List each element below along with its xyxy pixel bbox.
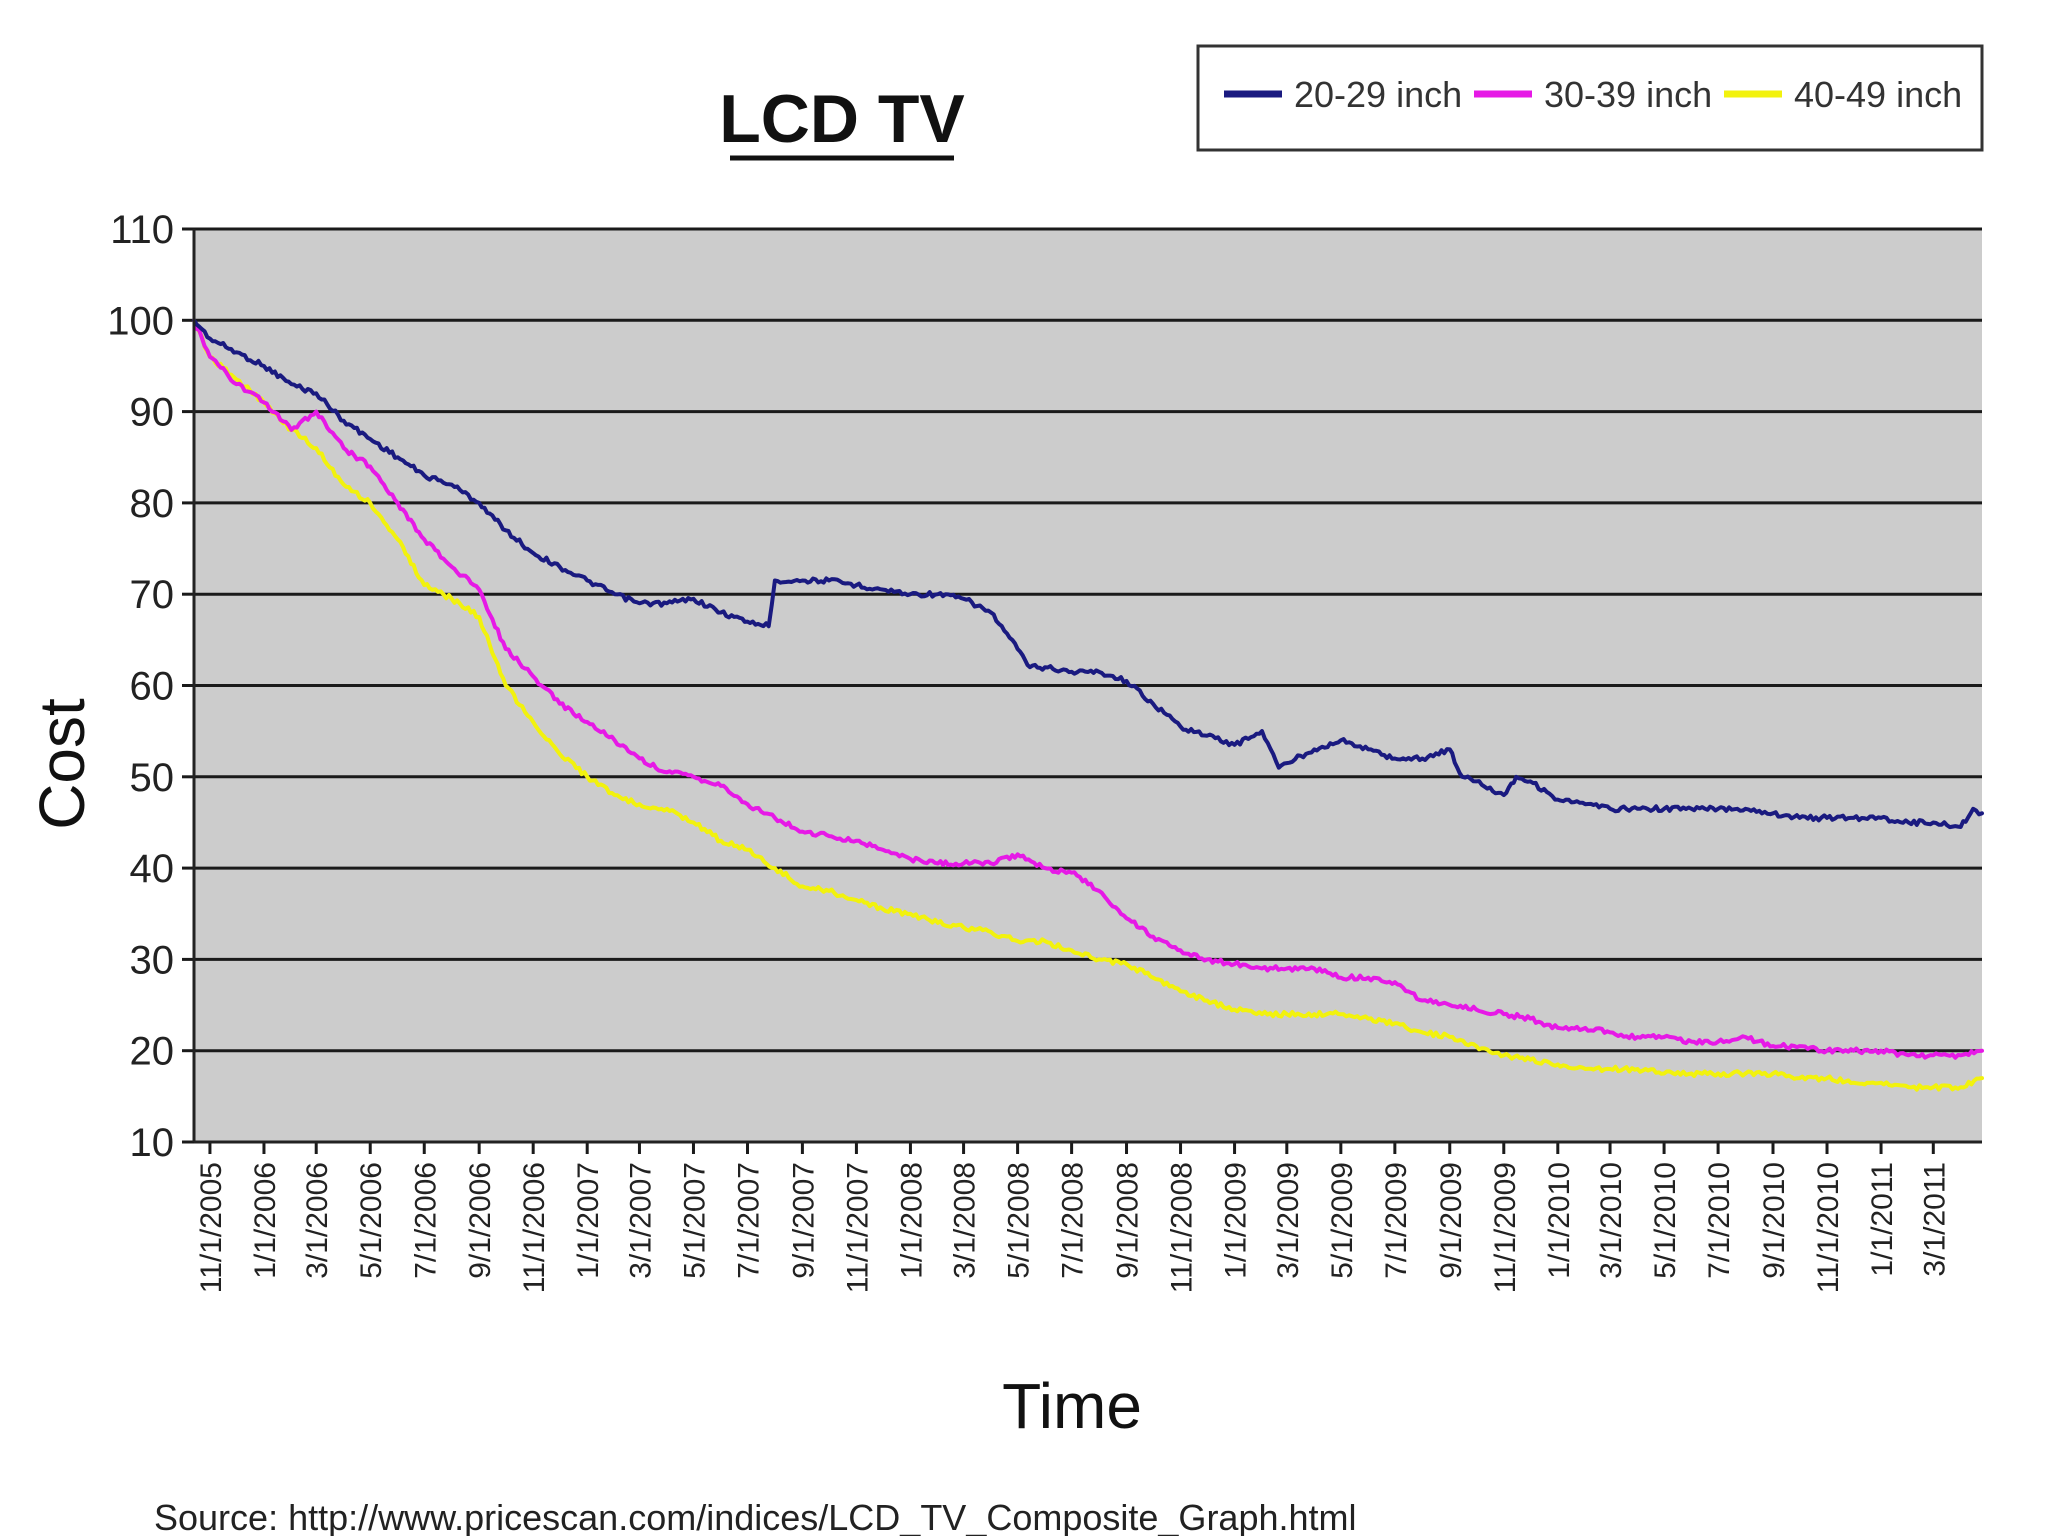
x-tick-label: 1/1/2006 (249, 1162, 282, 1279)
x-tick-label: 11/1/2006 (518, 1162, 551, 1293)
x-tick-label: 11/1/2009 (1489, 1162, 1522, 1293)
y-tick-label: 30 (130, 938, 175, 982)
x-tick-label: 7/1/2007 (732, 1162, 765, 1279)
series-line-20-29-inch (192, 318, 1984, 830)
x-tick-label: 5/1/2010 (1649, 1162, 1682, 1279)
x-tick-label: 9/1/2006 (464, 1162, 497, 1279)
x-tick-label: 5/1/2009 (1326, 1162, 1359, 1279)
y-tick-label: 20 (130, 1030, 175, 1074)
y-tick-label: 60 (130, 665, 175, 709)
x-tick-label: 1/1/2009 (1220, 1162, 1253, 1279)
legend-label: 20-29 inch (1294, 74, 1462, 115)
x-tick-label: 7/1/2008 (1057, 1162, 1090, 1279)
legend-label: 40-49 inch (1794, 74, 1962, 115)
source-citation: Source: http://www.pricescan.com/indices… (154, 1497, 1357, 1536)
x-tick-label: 3/1/2008 (949, 1162, 982, 1279)
x-tick-label: 11/1/2005 (195, 1162, 228, 1293)
x-tick-label: 1/1/2011 (1866, 1162, 1899, 1277)
y-tick-label: 10 (130, 1121, 175, 1165)
x-tick-label: 9/1/2008 (1112, 1162, 1145, 1279)
x-tick-label: 7/1/2006 (409, 1162, 442, 1279)
y-tick-label: 110 (110, 208, 174, 252)
x-tick-label: 9/1/2009 (1435, 1162, 1468, 1279)
x-tick-label: 5/1/2008 (1003, 1162, 1036, 1279)
x-tick-label: 5/1/2006 (355, 1162, 388, 1279)
x-tick-label: 1/1/2008 (895, 1162, 928, 1279)
legend-label: 30-39 inch (1544, 74, 1712, 115)
x-tick-label: 7/1/2010 (1703, 1162, 1736, 1279)
y-tick-label: 100 (107, 299, 174, 343)
x-tick-label: 3/1/2006 (301, 1162, 334, 1279)
chart-title: LCD TV (719, 81, 965, 157)
x-tick-label: 1/1/2010 (1543, 1162, 1576, 1279)
y-tick-label: 50 (130, 756, 175, 800)
x-tick-label: 5/1/2007 (678, 1162, 711, 1279)
x-tick-label: 3/1/2010 (1595, 1162, 1628, 1279)
y-tick-label: 90 (130, 391, 175, 435)
x-tick-label: 11/1/2007 (841, 1162, 874, 1293)
x-tick-label: 9/1/2007 (787, 1162, 820, 1279)
y-axis-tick-labels: 10 20 30 40 50 60 70 80 90 100 110 (107, 208, 174, 1165)
legend-items: 20-29 inch 30-39 inch 40-49 inch (1224, 74, 1962, 115)
x-tick-label: 3/1/2011 (1918, 1162, 1951, 1277)
series-line-40-49-inch (192, 318, 1984, 1092)
y-tick-label: 40 (130, 847, 175, 891)
series-line-30-39-inch (192, 318, 1984, 1060)
y-tick-label: 80 (130, 482, 175, 526)
legend: 20-29 inch 30-39 inch 40-49 inch (1196, 44, 1984, 152)
x-tick-label: 7/1/2009 (1380, 1162, 1413, 1279)
x-tick-label: 3/1/2009 (1272, 1162, 1305, 1279)
x-tick-label: 1/1/2007 (572, 1162, 605, 1279)
x-tick-label: 9/1/2010 (1758, 1162, 1791, 1279)
data-series (192, 318, 1984, 1092)
legend-box (1196, 44, 1984, 152)
x-tick-label: 3/1/2007 (624, 1162, 657, 1279)
y-axis-title: Cost (26, 698, 98, 830)
x-tick-label: 11/1/2008 (1166, 1162, 1199, 1293)
x-axis-tick-labels: 11/1/2005 1/1/2006 3/1/2006 5/1/2006 7/1/200… (195, 1142, 1951, 1293)
y-tick-label: 70 (130, 573, 175, 617)
x-axis-title: Time (1002, 1370, 1142, 1442)
x-tick-label: 11/1/2010 (1812, 1162, 1845, 1293)
